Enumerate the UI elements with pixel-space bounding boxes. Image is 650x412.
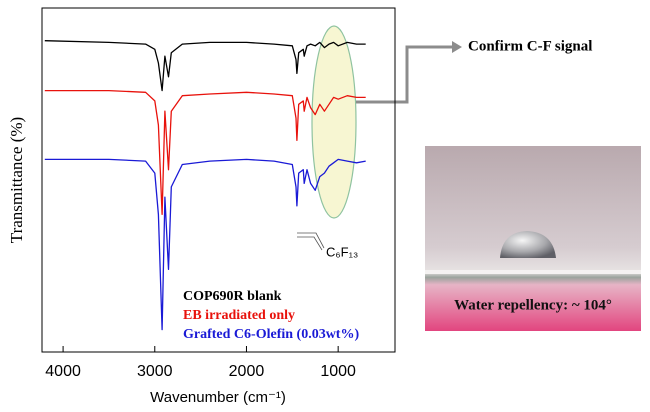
photo: Water repellency: ~ 104° bbox=[425, 146, 641, 331]
legend-entry: Grafted C6-Olefin (0.03wt%) bbox=[183, 327, 359, 342]
spectrum-line bbox=[44, 89, 366, 216]
photo-caption: Water repellency: ~ 104° bbox=[454, 297, 612, 313]
photo-substrate bbox=[425, 270, 641, 274]
x-tick-label: 2000 bbox=[229, 363, 265, 380]
annotation-leader bbox=[297, 232, 325, 249]
x-tick-label: 3000 bbox=[137, 363, 173, 380]
plot-frame bbox=[41, 7, 396, 353]
highlight-ellipse bbox=[311, 25, 357, 219]
legend-entry: COP690R blank bbox=[183, 289, 282, 304]
x-tick-label: 4000 bbox=[45, 363, 81, 380]
x-tick-label: 1000 bbox=[320, 363, 356, 380]
spectrum-line bbox=[44, 40, 366, 92]
spectrum-line bbox=[44, 158, 366, 331]
arrow-connector bbox=[356, 45, 452, 104]
x-axis-label: Wavenumber (cm⁻¹) bbox=[150, 389, 286, 406]
water-droplet bbox=[500, 231, 556, 258]
y-axis-label: Transmittance (%) bbox=[7, 117, 26, 243]
annotation-text: C₆F₁₃ bbox=[326, 244, 358, 259]
annotation-leader bbox=[297, 236, 323, 251]
annotation-text: Confirm C-F signal bbox=[468, 38, 592, 54]
legend-entry: EB irradiated only bbox=[183, 308, 295, 323]
arrow-head bbox=[452, 41, 462, 53]
